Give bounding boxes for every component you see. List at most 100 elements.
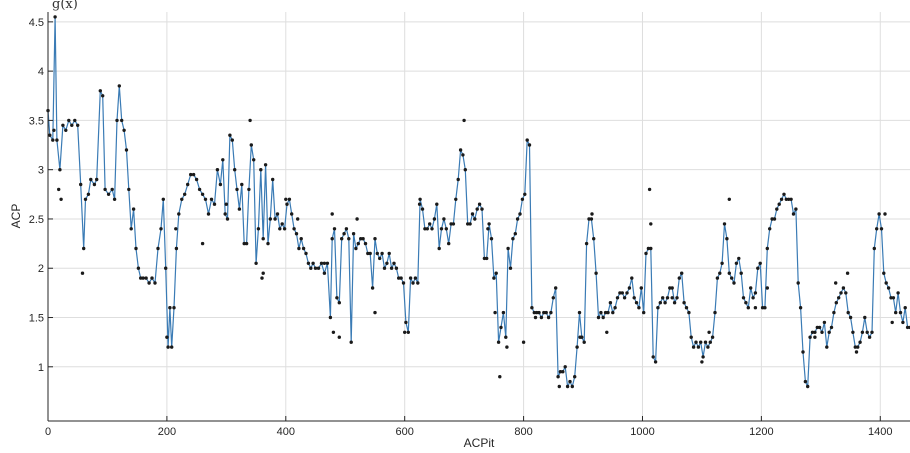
data-point	[732, 281, 736, 285]
data-point	[563, 365, 567, 369]
data-point	[399, 276, 403, 280]
data-point	[682, 301, 686, 305]
data-point	[787, 197, 791, 201]
data-point	[480, 207, 484, 211]
data-point	[83, 197, 88, 201]
data-point	[280, 222, 284, 226]
data-point	[687, 310, 691, 315]
data-point	[172, 306, 176, 310]
data-point	[520, 197, 525, 201]
data-point	[599, 310, 603, 315]
outlier-point	[174, 227, 178, 231]
data-point	[665, 296, 670, 300]
data-point	[413, 276, 418, 280]
plot-area	[48, 12, 910, 421]
y-tick-label: 4	[38, 66, 44, 78]
data-point	[765, 246, 769, 251]
data-point	[261, 237, 265, 241]
data-point	[753, 291, 758, 295]
data-point	[596, 315, 601, 320]
data-point	[437, 246, 441, 251]
data-point	[290, 212, 294, 216]
data-point	[492, 276, 496, 280]
data-point	[337, 301, 341, 305]
data-point	[523, 192, 527, 196]
data-point	[554, 286, 558, 290]
data-point	[92, 182, 97, 187]
data-point	[254, 261, 258, 265]
x-tick-label: 0	[45, 426, 51, 438]
y-tick-label: 4.5	[29, 17, 44, 29]
data-point	[872, 246, 876, 251]
data-point	[594, 271, 598, 275]
x-tick-label: 1200	[749, 426, 773, 438]
data-point	[722, 222, 727, 226]
data-point	[51, 138, 55, 142]
data-point	[706, 345, 710, 349]
data-point	[411, 281, 415, 285]
outlier-point	[59, 197, 63, 201]
data-point	[827, 330, 831, 334]
data-point	[684, 306, 689, 310]
data-point	[789, 197, 793, 201]
data-point	[701, 355, 705, 359]
data-point	[777, 202, 781, 206]
data-point	[615, 296, 620, 300]
data-point	[294, 232, 299, 236]
data-point	[644, 251, 648, 256]
outlier-point	[200, 241, 205, 246]
data-point	[136, 266, 141, 270]
data-point	[215, 168, 220, 172]
data-point	[549, 310, 553, 315]
data-point	[877, 212, 881, 216]
x-tick-label: 200	[158, 426, 176, 438]
outlier-point	[670, 296, 674, 300]
data-point	[392, 261, 396, 265]
data-point	[313, 266, 318, 270]
data-point	[582, 340, 586, 344]
data-point	[630, 276, 634, 280]
data-point	[713, 310, 717, 315]
data-point	[156, 246, 160, 251]
data-point	[853, 345, 857, 349]
data-point	[575, 345, 579, 349]
outlier-point	[373, 310, 377, 315]
x-ticks: 0 200 400 600 800 1000 1200 1400	[45, 416, 893, 438]
data-point	[551, 296, 555, 300]
data-point	[174, 246, 179, 251]
data-point	[715, 276, 720, 280]
data-point	[537, 310, 541, 315]
data-point	[791, 212, 796, 216]
data-point	[670, 286, 674, 290]
data-point	[244, 241, 249, 246]
data-point	[120, 118, 124, 123]
data-point	[319, 261, 324, 265]
data-point	[544, 310, 548, 315]
data-point	[180, 197, 184, 201]
data-point	[770, 217, 774, 221]
data-point	[844, 291, 848, 295]
data-point	[356, 241, 360, 246]
data-point	[608, 301, 613, 305]
data-point	[82, 246, 86, 251]
data-point	[61, 123, 65, 128]
data-point	[834, 301, 838, 305]
data-point	[896, 291, 900, 295]
data-point	[589, 217, 594, 221]
data-point	[625, 291, 629, 295]
data-point	[335, 296, 339, 300]
data-point	[739, 271, 743, 275]
outlier-point	[52, 128, 56, 132]
data-point	[416, 281, 420, 285]
data-point	[58, 168, 62, 172]
data-point	[186, 182, 190, 187]
data-point	[147, 281, 151, 285]
data-point	[316, 266, 321, 270]
data-point	[240, 182, 244, 187]
data-point	[568, 379, 572, 384]
data-point	[696, 345, 701, 349]
data-point	[129, 227, 133, 231]
data-point	[340, 237, 344, 241]
data-point	[891, 296, 896, 300]
